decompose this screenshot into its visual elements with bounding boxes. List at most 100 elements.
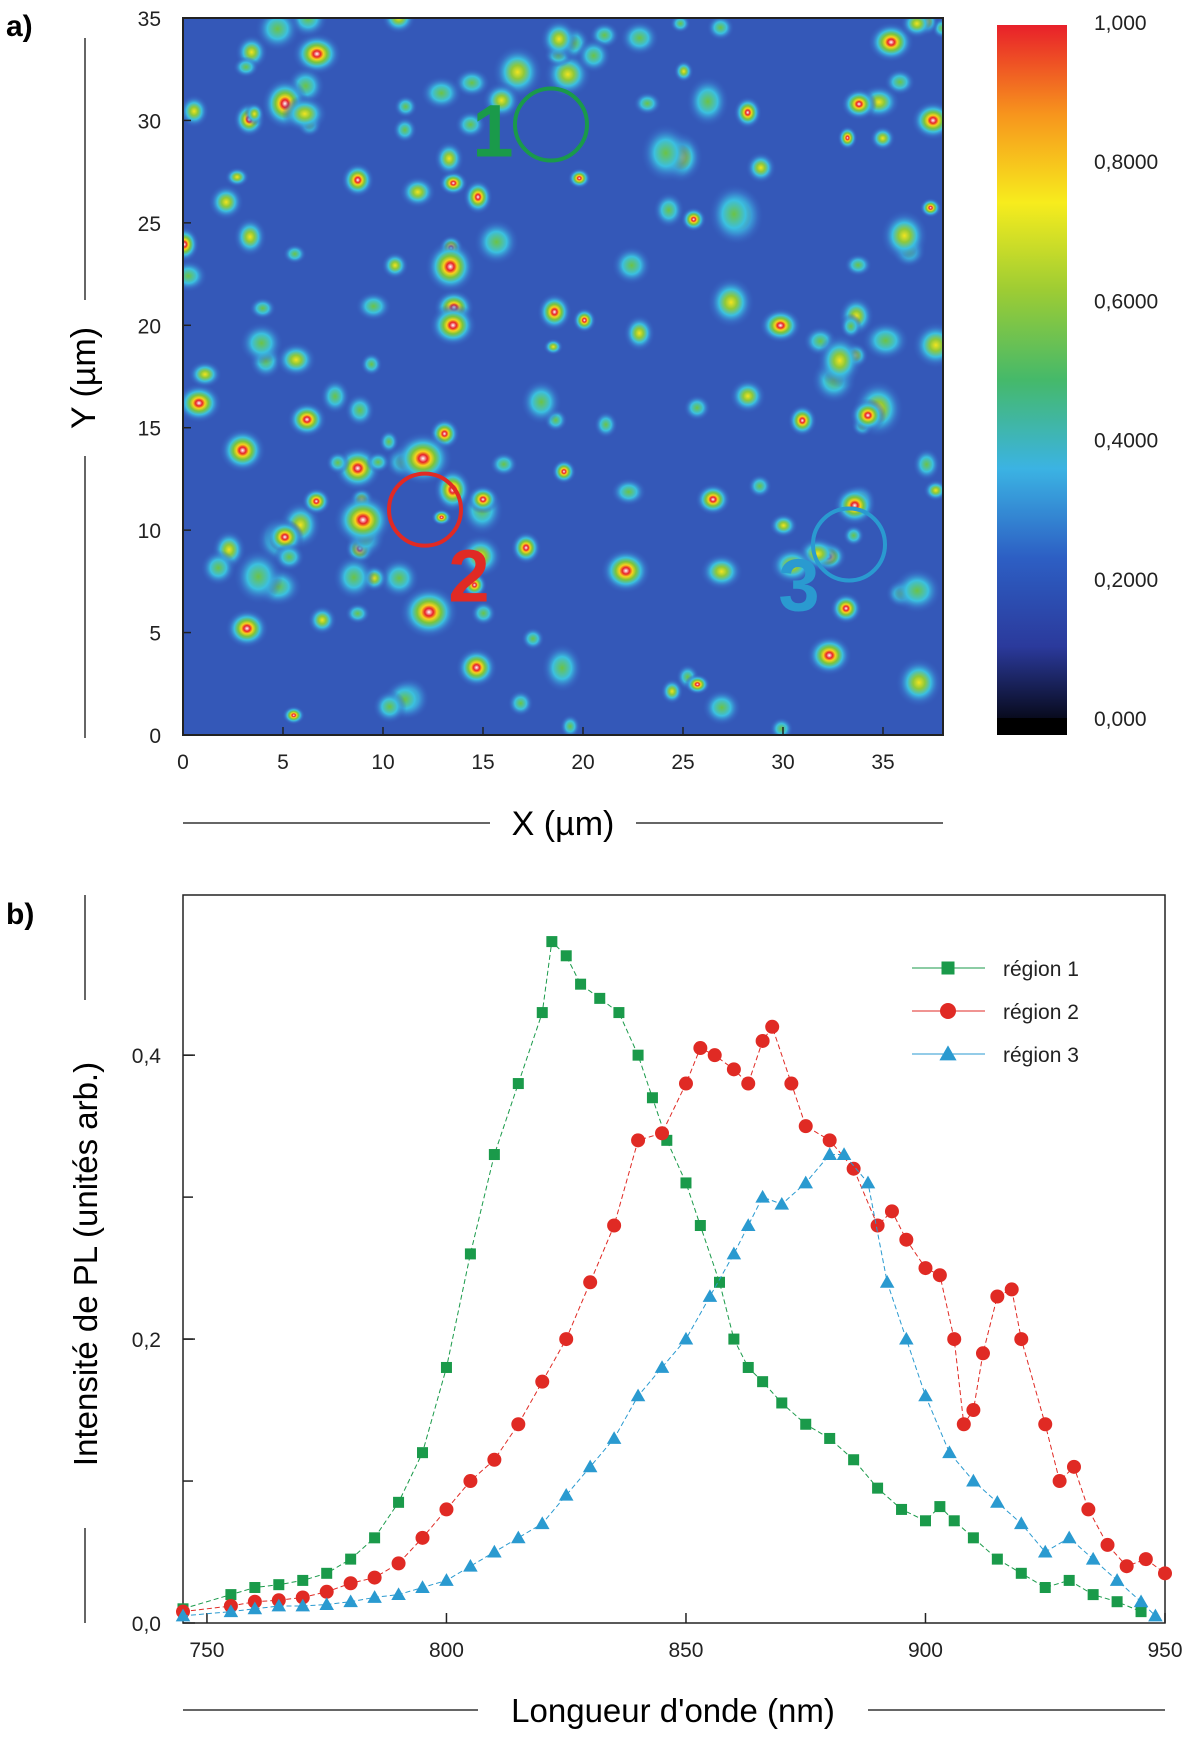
data-point: [702, 1289, 718, 1302]
data-point: [1014, 1516, 1029, 1530]
data-point: [742, 1361, 754, 1373]
spectrum-plot-frame: [182, 894, 1166, 1624]
bright-spot: [841, 87, 877, 121]
pl-spot: [453, 68, 491, 98]
data-point: [975, 1346, 990, 1361]
data-point: [678, 1076, 693, 1091]
data-point: [225, 1589, 237, 1601]
x-tick-label: 20: [571, 751, 594, 774]
data-point: [918, 1388, 933, 1402]
pl-spot: [365, 451, 391, 474]
data-point: [631, 1133, 646, 1148]
data-point: [582, 1459, 598, 1473]
data-point: [846, 1161, 861, 1176]
data-point: [1133, 1594, 1149, 1608]
data-point: [655, 1126, 670, 1141]
data-point: [942, 1445, 957, 1459]
data-point: [606, 1431, 622, 1444]
data-point: [273, 1579, 285, 1591]
pl-spot: [340, 162, 375, 198]
data-point: [1037, 1544, 1053, 1558]
region-2-label: 2: [448, 535, 489, 618]
region-1-label: 1: [472, 90, 513, 173]
pl-spot: [541, 643, 583, 693]
pl-spot: [633, 91, 662, 116]
data-point: [345, 1553, 357, 1565]
y-tick-label: 0: [149, 725, 161, 748]
pl-spot: [559, 714, 581, 735]
pl-spot: [673, 60, 694, 83]
data-point: [824, 1432, 836, 1444]
x-tick-label: 850: [668, 1639, 703, 1662]
x-tick-label: 900: [908, 1639, 943, 1662]
pl-spot: [470, 600, 497, 626]
pl-spot: [610, 477, 647, 507]
pl-spot: [837, 125, 858, 150]
pl-spot: [816, 333, 863, 388]
data-point: [932, 1268, 947, 1283]
data-point: [1148, 1608, 1163, 1622]
data-point: [872, 1482, 884, 1494]
pl-spot: [233, 548, 284, 605]
pl-spot: [745, 151, 777, 184]
bright-spot: [393, 431, 453, 486]
series-2: [176, 1019, 1172, 1619]
y-tick-label: 0,2: [132, 1329, 161, 1352]
pl-spot: [733, 96, 763, 129]
data-point: [321, 1567, 333, 1579]
pl-spot: [208, 183, 245, 221]
pl-spot: [183, 226, 200, 263]
data-point: [1135, 1606, 1147, 1618]
data-point: [319, 1584, 334, 1599]
data-point: [1158, 1566, 1172, 1581]
y-tick-label: 5: [149, 623, 161, 646]
bright-spot: [225, 608, 269, 649]
y-tick-label: 15: [138, 418, 161, 441]
pl-spot: [183, 259, 208, 293]
data-point: [1119, 1559, 1134, 1574]
x-tick-label: 800: [429, 1639, 464, 1662]
y-tick-label: 0,4: [132, 1045, 162, 1068]
data-point: [1052, 1474, 1067, 1489]
pl-spot: [536, 292, 572, 332]
heatmap-x-label: X (µm): [512, 805, 615, 843]
data-point: [848, 1454, 860, 1466]
data-point: [860, 1175, 876, 1189]
data-point: [956, 1417, 971, 1432]
data-point: [1138, 1552, 1153, 1567]
data-point: [295, 1590, 310, 1605]
colorbar-label: 0,4000: [1094, 430, 1158, 453]
pl-spot: [611, 245, 652, 286]
data-point: [870, 1218, 885, 1233]
data-point: [757, 1376, 769, 1388]
legend-marker: [941, 961, 955, 975]
colorbar-label: 0,8000: [1094, 151, 1158, 174]
data-point: [919, 1515, 931, 1527]
pl-spot: [399, 175, 437, 209]
pl-spot: [600, 548, 652, 594]
data-point: [367, 1590, 382, 1603]
x-tick-label: 25: [671, 751, 694, 774]
pl-spot: [275, 341, 317, 378]
pl-spot: [619, 20, 660, 56]
pl-spot: [923, 479, 943, 502]
pl-spot: [769, 546, 815, 585]
pl-spot: [233, 216, 268, 257]
data-point: [1004, 1282, 1019, 1297]
data-point: [607, 1218, 622, 1233]
pl-spot: [219, 427, 267, 473]
data-point: [1063, 1574, 1075, 1586]
data-point: [575, 978, 587, 990]
pl-spot: [660, 678, 684, 705]
series-line: [182, 940, 1142, 1613]
pl-spot: [842, 524, 865, 547]
y-tick-label: 30: [138, 110, 161, 133]
heatmap: [182, 17, 944, 736]
legend-marker: [939, 1045, 957, 1061]
data-point: [417, 1447, 429, 1459]
legend-label: région 1: [1003, 958, 1079, 981]
pl-spot: [489, 452, 518, 477]
data-point: [726, 1062, 741, 1077]
x-tick-label: 0: [177, 751, 189, 774]
bright-spot: [333, 492, 393, 547]
